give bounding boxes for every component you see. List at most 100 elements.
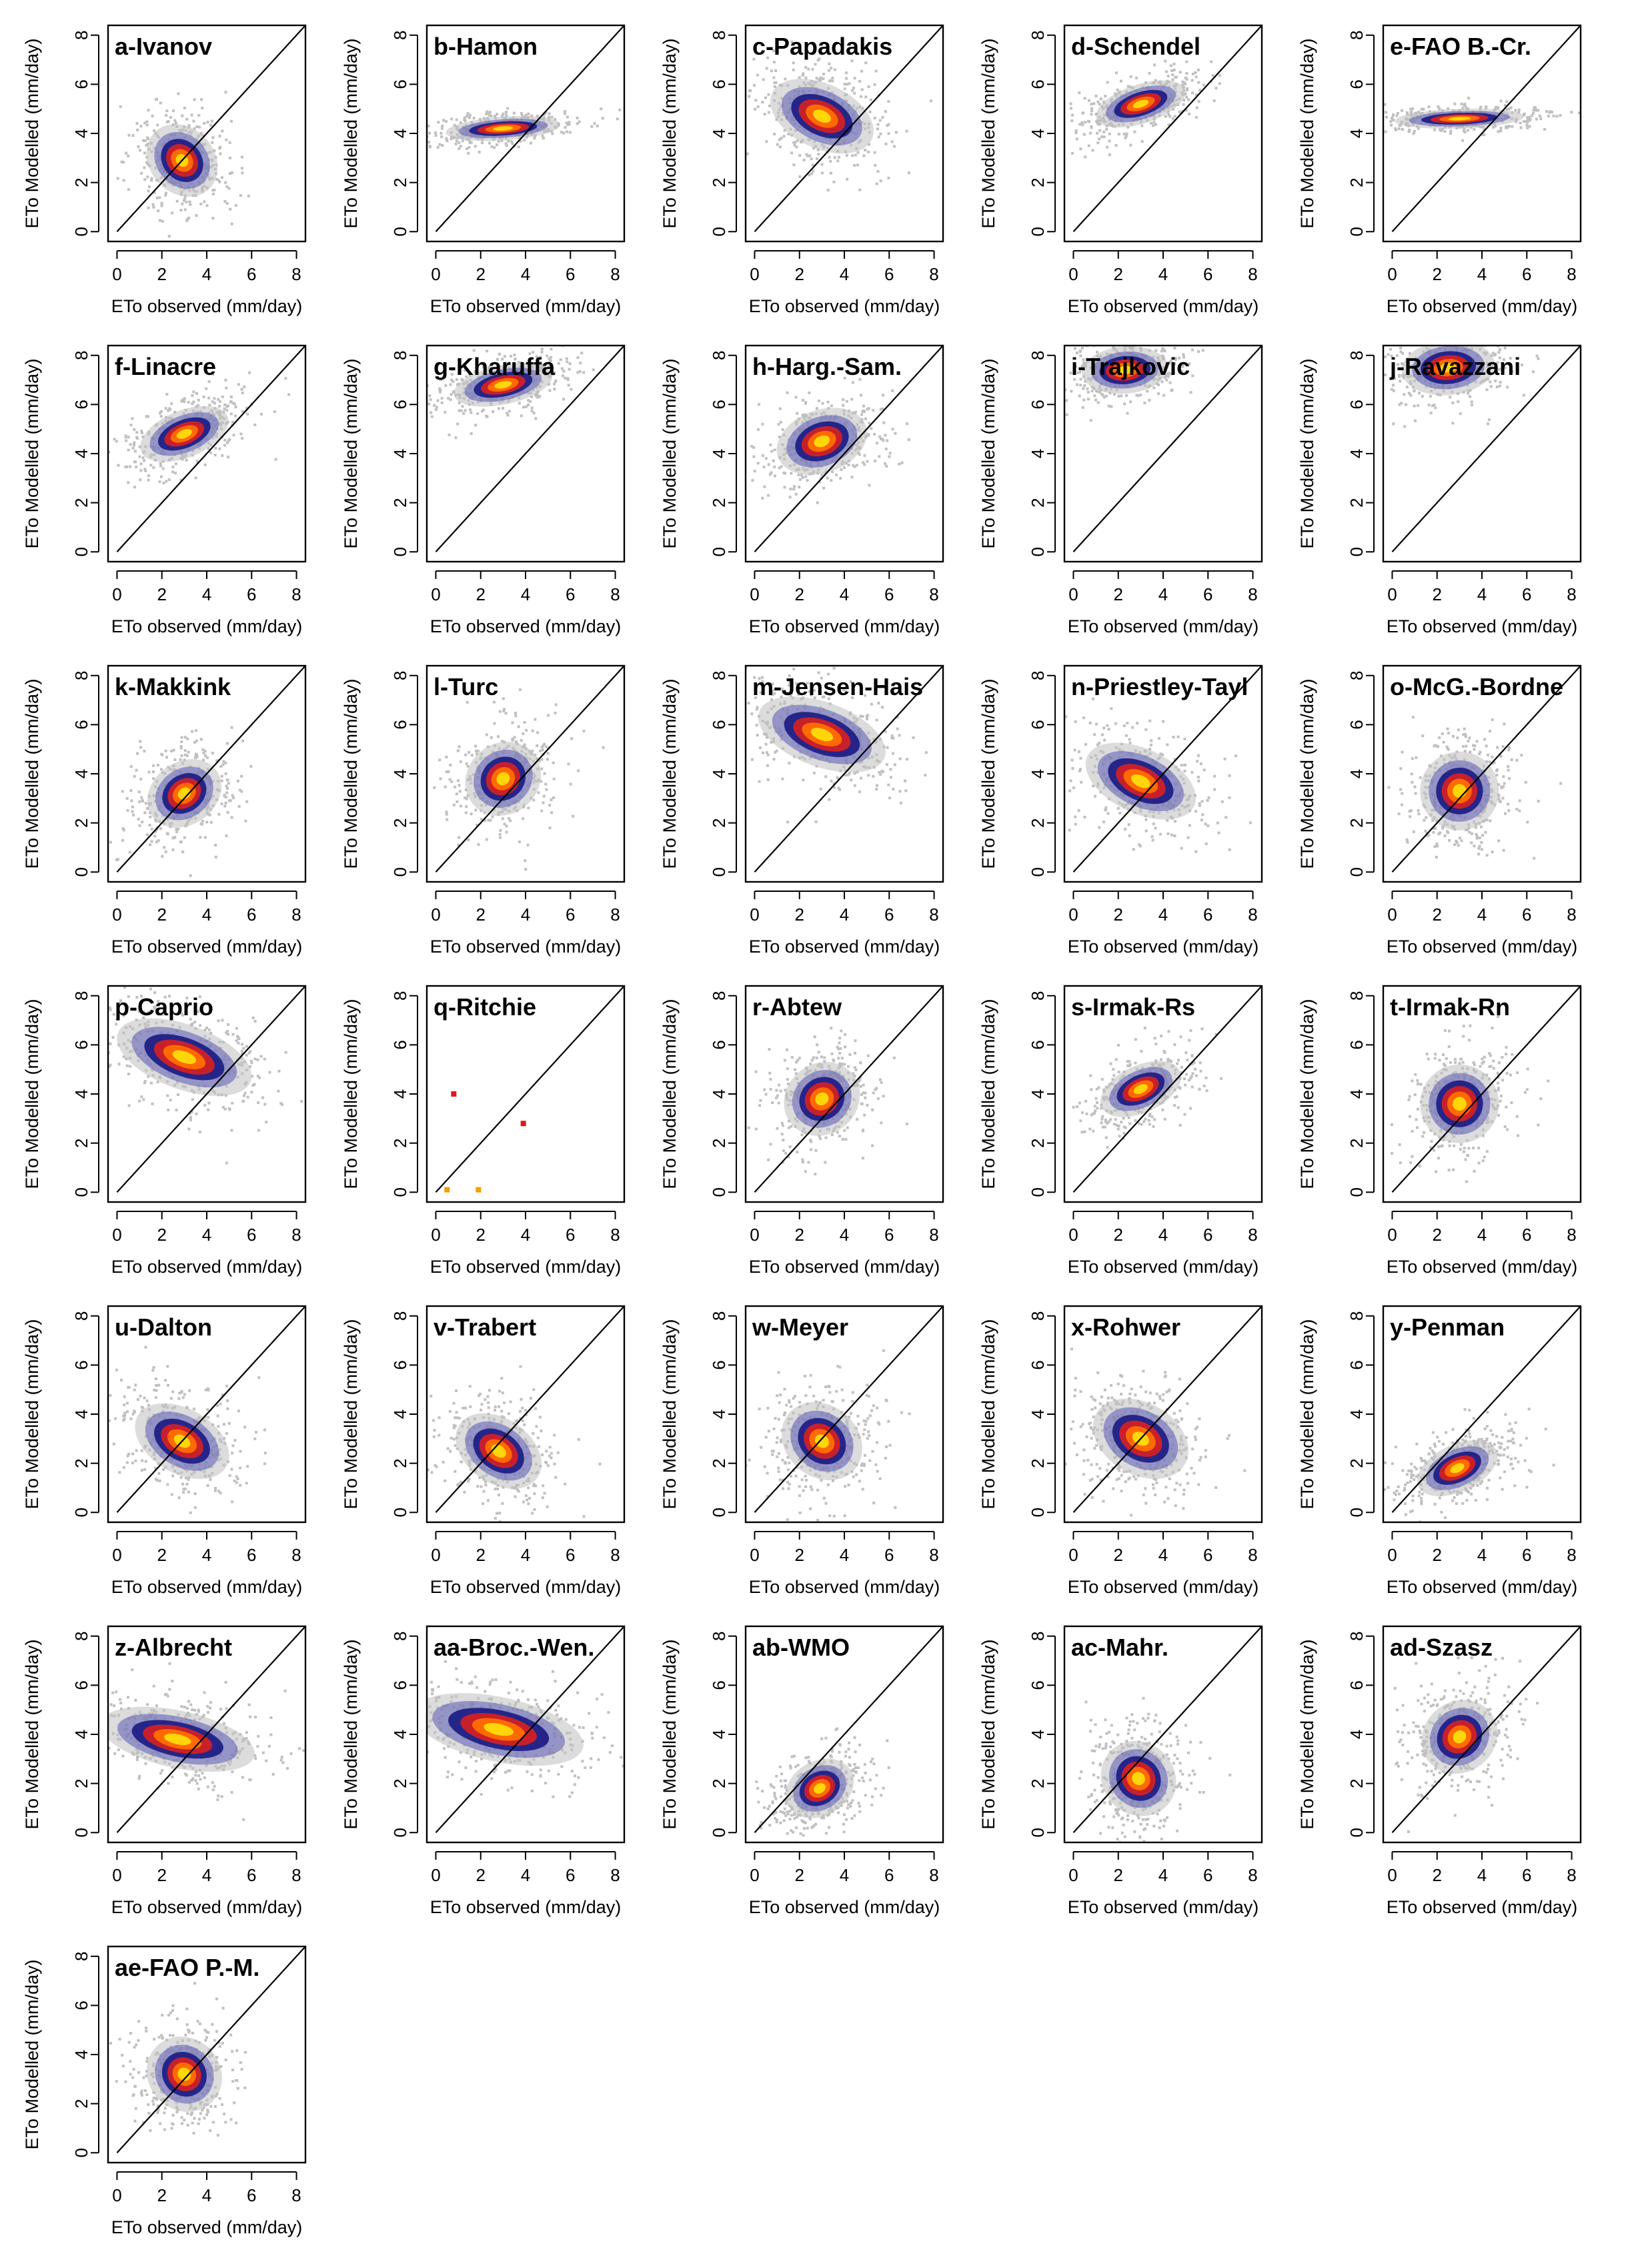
scatter-point — [1499, 381, 1502, 384]
scatter-point — [874, 69, 878, 73]
scatter-point — [1499, 129, 1503, 133]
scatter-point — [1410, 111, 1413, 115]
scatter-point — [1503, 366, 1507, 370]
scatter-point — [540, 350, 544, 354]
scatter-point — [234, 406, 237, 409]
scatter-point — [1098, 103, 1101, 106]
y-axis-label: ETo Modelled (mm/day) — [660, 358, 680, 548]
scatter-point — [1487, 418, 1491, 422]
scatter-point — [229, 395, 233, 398]
density-level — [176, 429, 192, 439]
scatter-point — [816, 148, 820, 151]
scatter-point — [540, 809, 544, 812]
scatter-point — [164, 193, 167, 197]
scatter-point — [146, 415, 149, 418]
scatter-point — [864, 417, 867, 420]
scatter-point — [1195, 106, 1198, 109]
scatter-point — [146, 163, 149, 166]
scatter-point — [183, 106, 186, 109]
scatter-point — [224, 801, 227, 804]
x-tick-label: 4 — [840, 264, 849, 284]
scatter-point — [1167, 113, 1170, 116]
scatter-point — [548, 389, 552, 392]
scatter-point — [180, 736, 183, 739]
scatter-point — [239, 432, 243, 436]
scatter-point — [199, 202, 203, 205]
scatter-point — [1185, 95, 1188, 99]
scatter-point — [1515, 120, 1518, 123]
x-axis-label: ETo observed (mm/day) — [1387, 616, 1578, 636]
scatter-point — [456, 749, 460, 752]
scatter-point — [450, 373, 454, 376]
scatter-point — [1214, 86, 1218, 89]
y-tick-label: 2 — [71, 177, 91, 187]
scatter-point — [161, 855, 164, 858]
x-tick-label: 4 — [521, 584, 530, 604]
scatter-point — [1044, 412, 1047, 414]
scatter-point — [1517, 111, 1521, 114]
scatter-point — [845, 77, 848, 80]
scatter-point — [241, 410, 244, 413]
scatter-point — [1169, 64, 1172, 67]
y-tick-label: 8 — [709, 350, 729, 360]
scatter-point — [1392, 384, 1395, 387]
scatter-point — [562, 131, 566, 135]
scatter-point — [1146, 390, 1149, 393]
scatter-point — [211, 189, 215, 192]
scatter-point — [1168, 381, 1172, 384]
scatter-point — [129, 424, 133, 427]
scatter-point — [159, 410, 163, 413]
scatter-point — [439, 388, 442, 392]
scatter-point — [537, 791, 540, 794]
scatter-point — [211, 192, 215, 195]
y-tick-label: 0 — [390, 547, 410, 556]
scatter-point — [153, 834, 156, 838]
scatter-point — [137, 790, 141, 794]
scatter-point — [240, 774, 243, 778]
scatter-point — [522, 732, 525, 735]
scatter-point — [774, 81, 778, 84]
scatter-point — [550, 811, 554, 814]
scatter-point — [1102, 396, 1106, 399]
scatter-point — [847, 464, 850, 467]
x-tick-label: 6 — [1203, 264, 1212, 284]
scatter-point — [1121, 334, 1124, 336]
scatter-point — [466, 700, 469, 704]
scatter-point — [449, 398, 452, 402]
scatter-point — [468, 113, 472, 117]
scatter-point — [1164, 70, 1168, 73]
y-tick-label: 8 — [1347, 350, 1367, 360]
plot-frame — [426, 344, 626, 563]
scatter-point — [433, 786, 436, 789]
scatter-point — [159, 464, 163, 468]
scatter-point — [121, 838, 124, 842]
scatter-point — [796, 139, 799, 142]
scatter-point — [238, 788, 241, 792]
scatter-point — [237, 383, 240, 386]
scatter-point — [527, 806, 530, 810]
scatter-point — [208, 813, 211, 816]
scatter-point — [170, 750, 173, 753]
scatter-point — [225, 786, 229, 790]
panel-title: l-Turc — [434, 673, 498, 700]
scatter-point — [454, 436, 458, 440]
scatter-point — [1026, 381, 1029, 384]
scatter-point — [152, 205, 155, 209]
scatter-point — [179, 209, 183, 212]
x-axis-label: ETo observed (mm/day) — [1068, 296, 1259, 316]
scatter-point — [779, 420, 782, 424]
scatter-point — [826, 400, 830, 404]
scatter-point — [502, 697, 505, 700]
scatter-point — [468, 116, 471, 119]
scatter-point — [879, 179, 882, 183]
scatter-point — [1218, 82, 1221, 85]
scatter-point — [562, 370, 566, 373]
scatter-point — [460, 378, 464, 381]
scatter-point — [1494, 365, 1497, 368]
scatter-point — [160, 201, 163, 205]
scatter-point — [550, 348, 553, 351]
scatter-point — [830, 470, 834, 474]
scatter-point — [1080, 121, 1084, 124]
scatter-point — [161, 753, 164, 756]
scatter-point — [557, 362, 560, 365]
